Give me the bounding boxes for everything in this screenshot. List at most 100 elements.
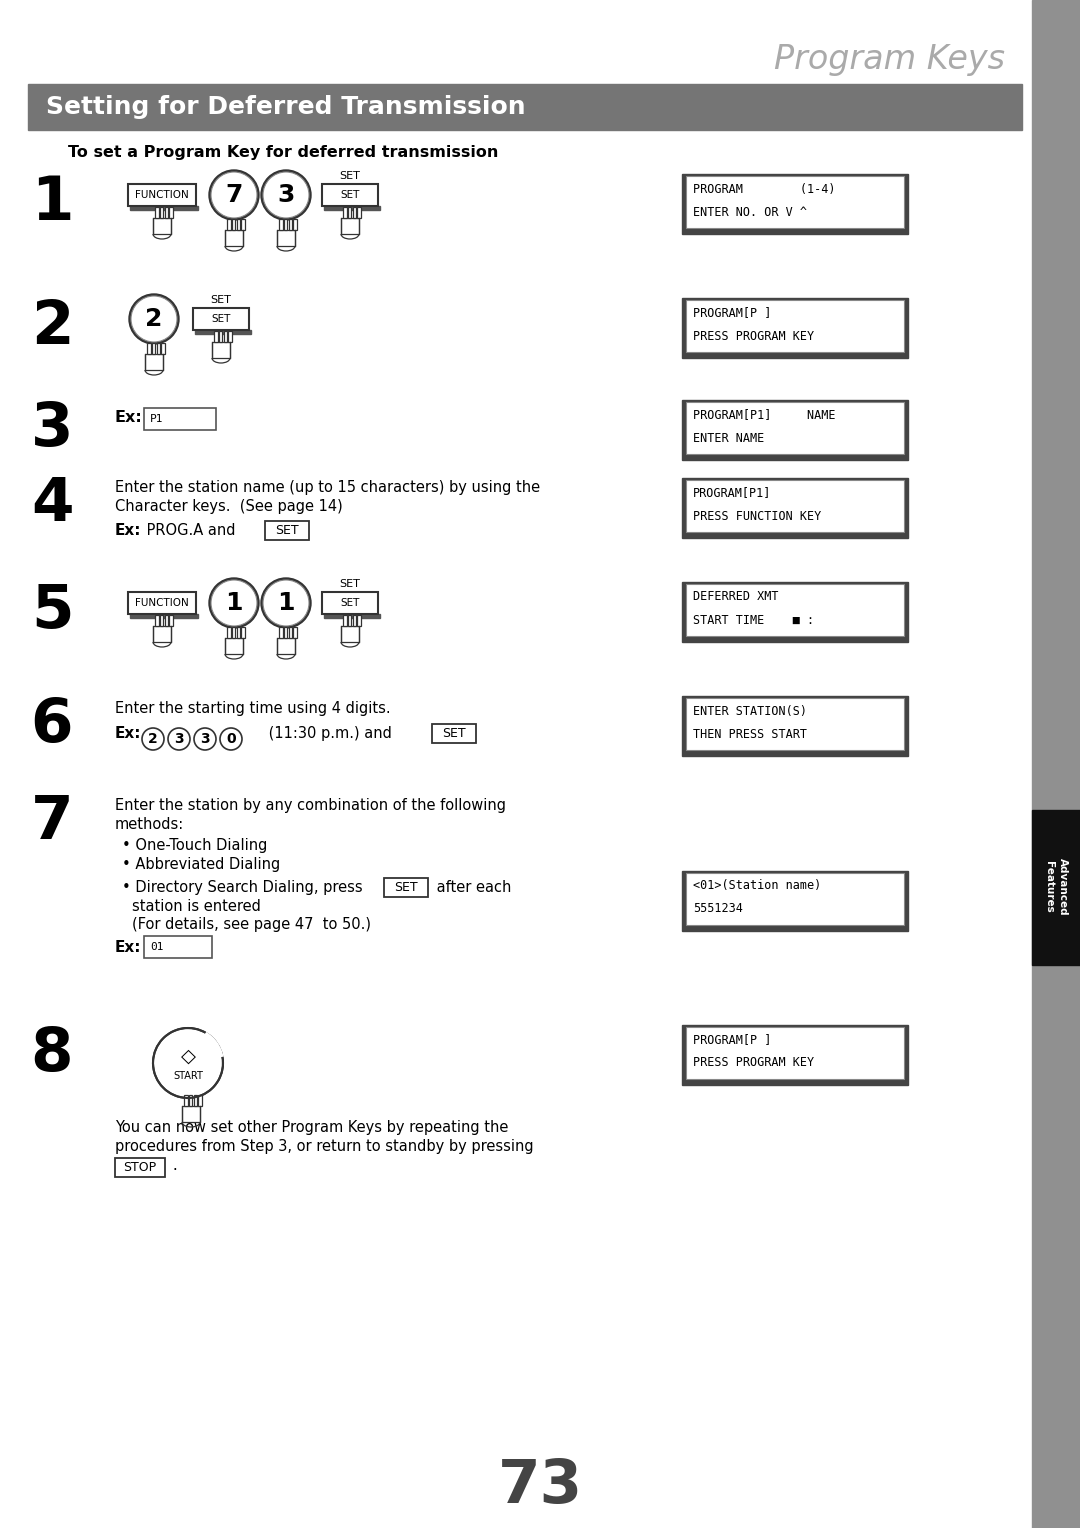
Text: SET: SET xyxy=(211,295,231,306)
Text: 7: 7 xyxy=(226,183,243,206)
Text: 3: 3 xyxy=(174,732,184,746)
Text: ENTER STATION(S): ENTER STATION(S) xyxy=(693,704,807,718)
Text: P1: P1 xyxy=(150,414,163,423)
Text: DEFERRED XMT: DEFERRED XMT xyxy=(693,590,779,604)
Text: Enter the starting time using 4 digits.: Enter the starting time using 4 digits. xyxy=(114,701,391,717)
Bar xyxy=(322,591,378,614)
Text: To set a Program Key for deferred transmission: To set a Program Key for deferred transm… xyxy=(68,145,498,160)
Text: Ex:: Ex: xyxy=(114,940,141,955)
Bar xyxy=(193,309,249,330)
Bar xyxy=(189,1096,192,1106)
Bar xyxy=(183,1106,200,1122)
Text: 1: 1 xyxy=(278,591,295,614)
Bar xyxy=(681,400,908,460)
Circle shape xyxy=(168,727,190,750)
Bar xyxy=(156,206,159,219)
Bar xyxy=(237,626,240,639)
Text: PROGRAM        (1-4): PROGRAM (1-4) xyxy=(693,182,836,196)
Text: 2: 2 xyxy=(146,307,163,332)
Text: 7: 7 xyxy=(30,793,73,853)
Bar xyxy=(145,354,163,370)
Bar xyxy=(170,614,173,626)
Bar xyxy=(341,219,359,234)
Text: STOP: STOP xyxy=(123,1161,157,1174)
Bar xyxy=(681,174,908,234)
Text: ENTER NO. OR V ^: ENTER NO. OR V ^ xyxy=(693,205,807,219)
Bar xyxy=(352,614,356,626)
Text: Enter the station by any combination of the following: Enter the station by any combination of … xyxy=(114,798,507,813)
Bar xyxy=(288,219,292,231)
Bar xyxy=(225,231,243,246)
Bar xyxy=(681,478,908,538)
Bar xyxy=(343,206,347,219)
Text: • Abbreviated Dialing: • Abbreviated Dialing xyxy=(122,857,280,872)
Text: 4: 4 xyxy=(30,475,73,533)
Text: SET: SET xyxy=(442,727,465,740)
Bar xyxy=(681,582,908,642)
Bar xyxy=(686,402,904,454)
Text: START TIME    ■ :: START TIME ■ : xyxy=(693,614,814,626)
Text: 1: 1 xyxy=(226,591,243,614)
Bar xyxy=(153,626,171,642)
Text: FUNCTION: FUNCTION xyxy=(135,597,189,608)
Text: station is entered: station is entered xyxy=(132,898,261,914)
Text: Ex:: Ex: xyxy=(114,726,141,741)
Bar xyxy=(686,872,904,924)
Text: SET: SET xyxy=(339,171,361,180)
Bar xyxy=(681,298,908,358)
Text: (11:30 p.m.) and: (11:30 p.m.) and xyxy=(264,726,392,741)
Bar xyxy=(232,626,235,639)
Circle shape xyxy=(261,578,311,628)
Text: PRESS PROGRAM KEY: PRESS PROGRAM KEY xyxy=(693,1056,814,1070)
Text: Advanced
Features: Advanced Features xyxy=(1044,859,1068,915)
Text: SET: SET xyxy=(340,597,360,608)
Text: You can now set other Program Keys by repeating the: You can now set other Program Keys by re… xyxy=(114,1120,509,1135)
Bar xyxy=(156,614,159,626)
Bar xyxy=(242,219,245,231)
Circle shape xyxy=(220,727,242,750)
Circle shape xyxy=(131,296,177,342)
Text: 0: 0 xyxy=(226,732,235,746)
Bar xyxy=(341,626,359,642)
Bar xyxy=(279,219,283,231)
Bar xyxy=(681,871,908,931)
Text: (For details, see page 47  to 50.): (For details, see page 47 to 50.) xyxy=(132,917,372,932)
Bar xyxy=(195,330,251,335)
Bar xyxy=(160,206,163,219)
Text: FUNCTION: FUNCTION xyxy=(135,189,189,200)
Bar xyxy=(276,231,295,246)
Bar xyxy=(322,183,378,206)
Circle shape xyxy=(194,727,216,750)
Bar xyxy=(681,695,908,756)
Bar xyxy=(357,206,361,219)
Text: ◇: ◇ xyxy=(180,1047,195,1065)
Text: PROG.A and: PROG.A and xyxy=(141,523,235,538)
Text: 6: 6 xyxy=(30,695,73,755)
Text: PRESS PROGRAM KEY: PRESS PROGRAM KEY xyxy=(693,330,814,342)
Bar xyxy=(237,219,240,231)
Bar xyxy=(160,614,163,626)
Circle shape xyxy=(153,1028,222,1099)
Text: .: . xyxy=(168,1158,178,1174)
Bar xyxy=(279,626,283,639)
Bar xyxy=(129,591,195,614)
Text: 8: 8 xyxy=(30,1025,73,1083)
Text: PROGRAM[P1]: PROGRAM[P1] xyxy=(693,486,771,500)
Bar xyxy=(324,206,380,209)
Bar xyxy=(114,1158,165,1177)
Bar xyxy=(686,480,904,532)
Text: PROGRAM[P ]: PROGRAM[P ] xyxy=(693,307,771,319)
Bar xyxy=(294,219,297,231)
Text: SET: SET xyxy=(394,882,418,894)
Bar xyxy=(130,206,198,209)
Bar xyxy=(144,408,216,429)
Bar xyxy=(164,206,168,219)
Text: Ex:: Ex: xyxy=(114,411,143,425)
Text: 2: 2 xyxy=(148,732,158,746)
Bar xyxy=(129,183,195,206)
Text: Enter the station name (up to 15 characters) by using the: Enter the station name (up to 15 charact… xyxy=(114,480,540,495)
Text: START: START xyxy=(173,1071,203,1080)
Bar xyxy=(686,176,904,228)
Circle shape xyxy=(264,581,309,626)
Bar xyxy=(225,639,243,654)
